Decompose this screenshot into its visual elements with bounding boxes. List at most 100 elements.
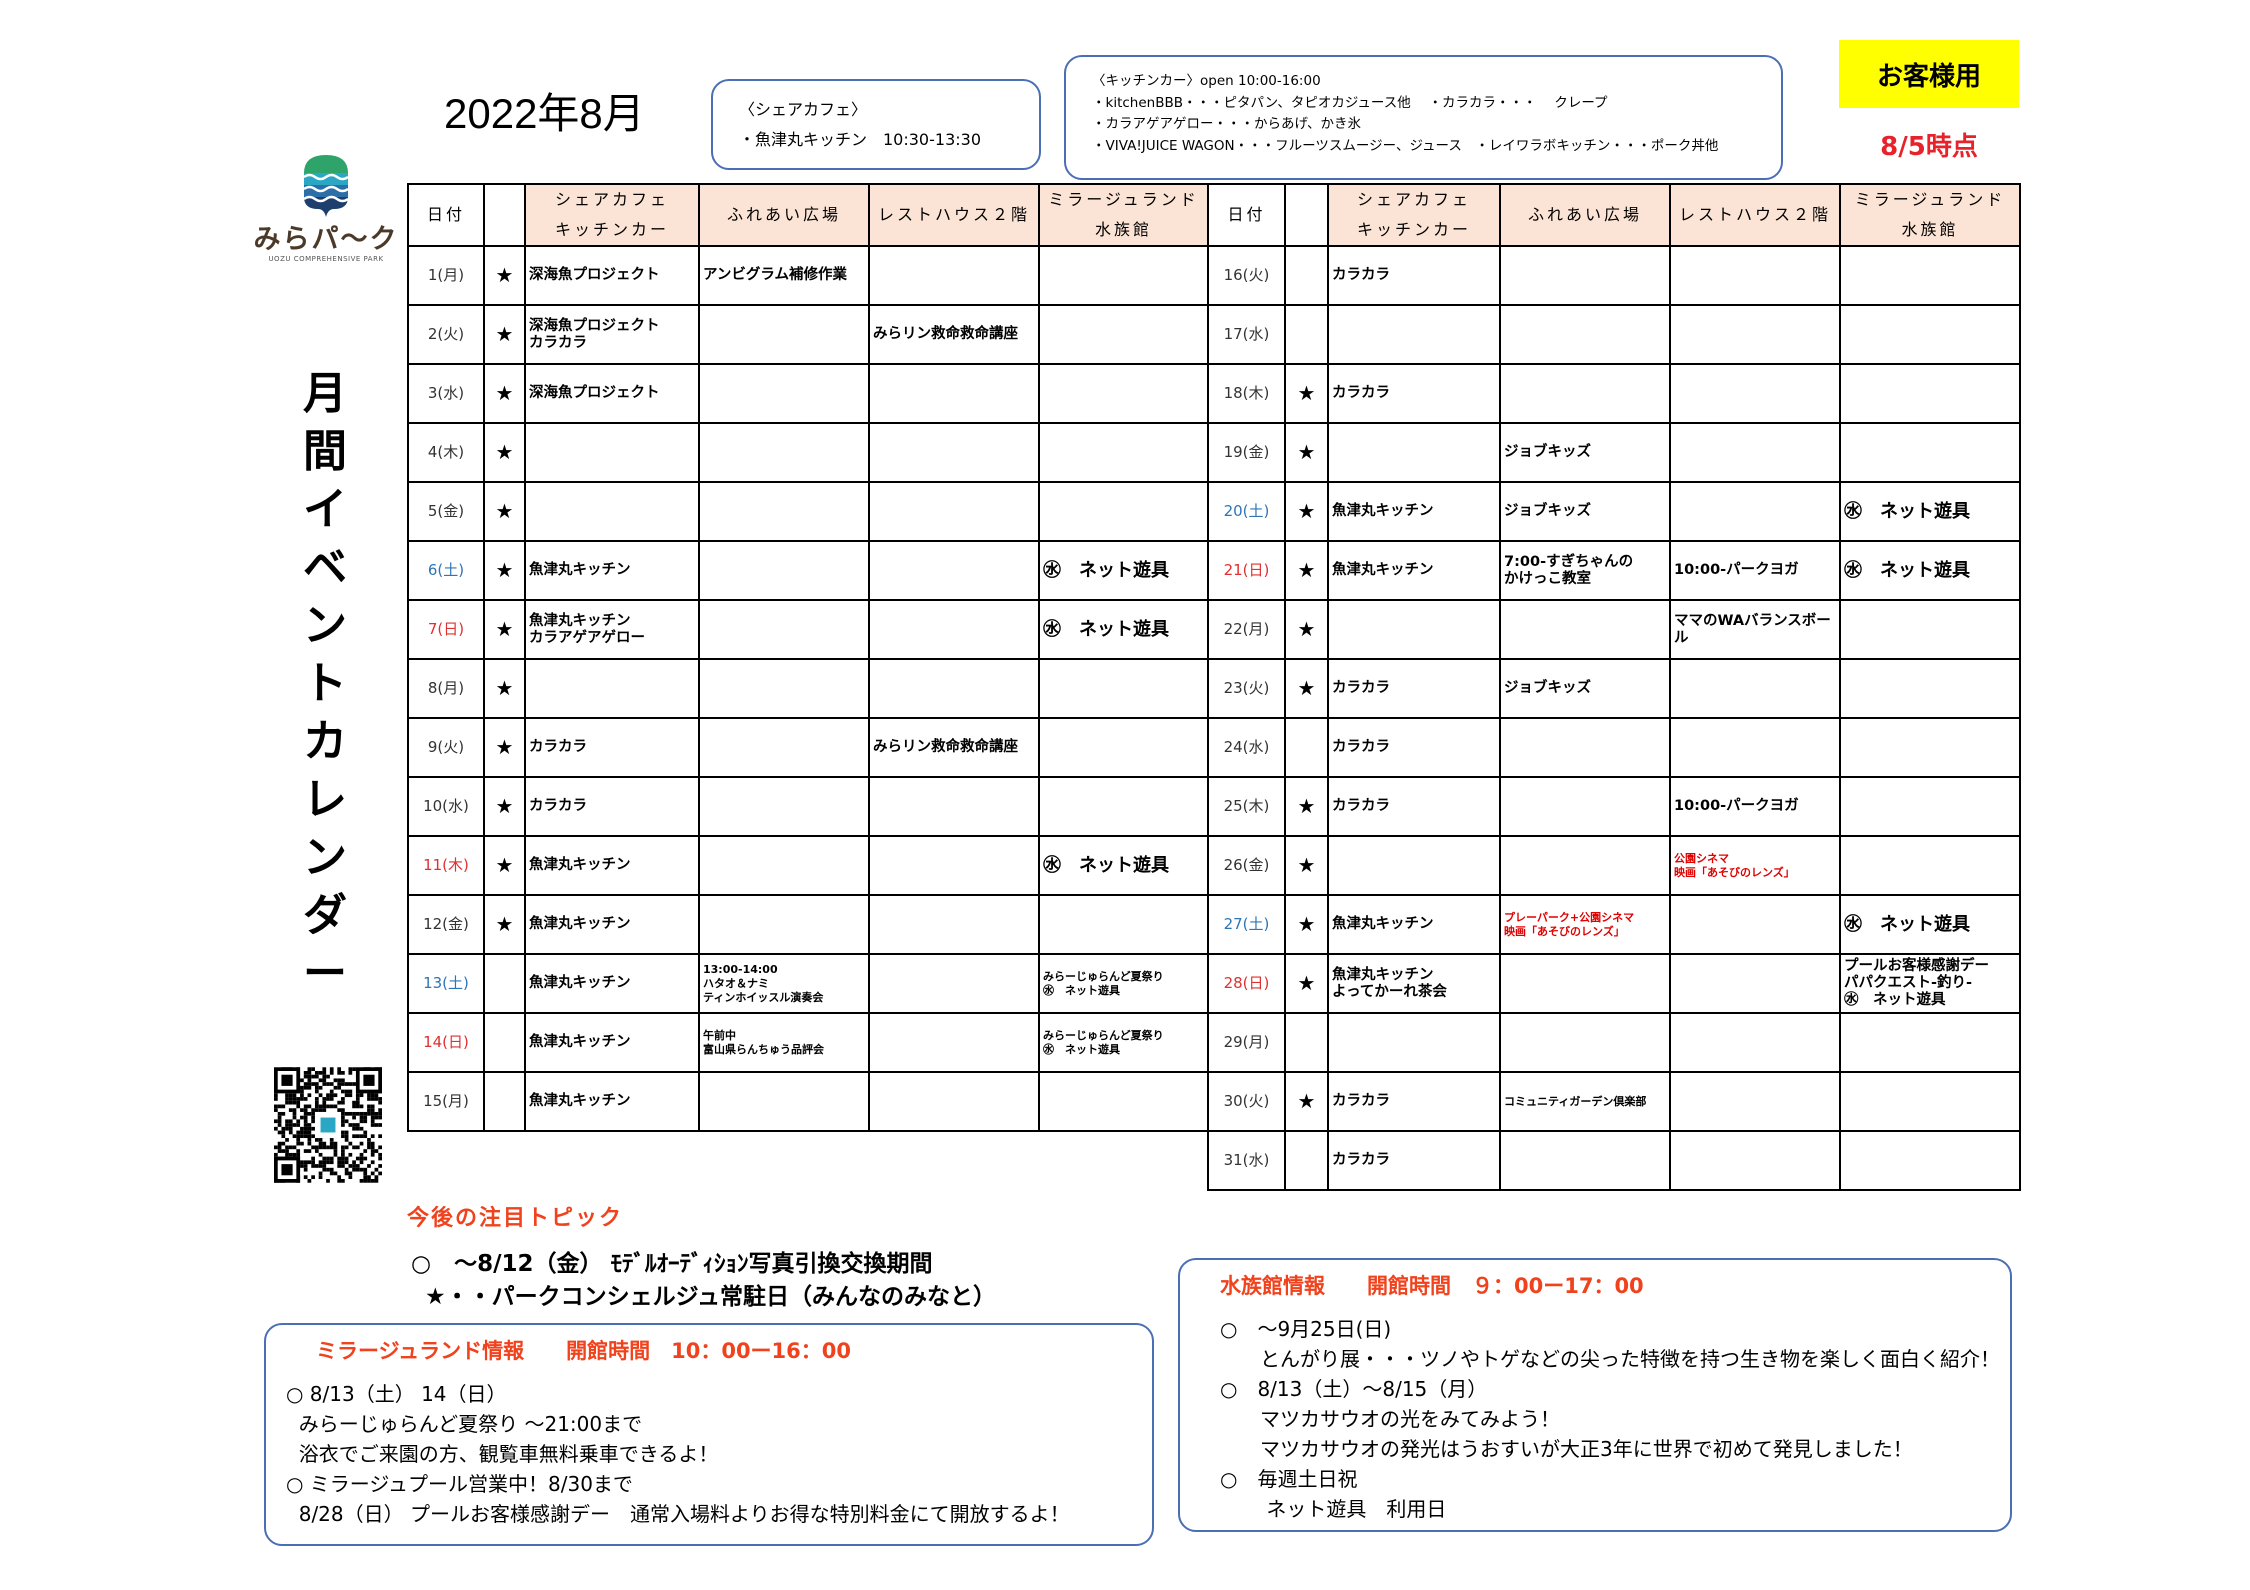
event-cell: [1839, 304, 2021, 365]
concierge-star-cell: [483, 1012, 526, 1073]
date-cell: 22(月): [1207, 599, 1286, 660]
calendar-row: 11(木) ★ 魚津丸キッチン ㊌ ネット遊具: [407, 835, 1209, 896]
event-cell: 魚津丸キッチン カラアゲアゲロー: [524, 599, 700, 660]
event-cell: [1669, 953, 1841, 1014]
event-cell: [1038, 776, 1209, 837]
calendar-row: 30(火) ★ カラカラ コミュニティガーデン倶楽部: [1207, 1071, 2021, 1132]
event-cell: みらーじゅらんど夏祭り ㊌ ネット遊具: [1038, 953, 1209, 1014]
aquarium-info-heading: 水族館情報 開館時間 ９：00ー17：00: [1220, 1274, 1644, 1298]
calendar-table-left: 日付 シェアカフェ キッチンカー ふれあい広場 レストハウス２階 ミラージュランド 水族…: [407, 183, 1209, 1132]
date-cell: 17(水): [1207, 304, 1286, 365]
event-cell: [1669, 1071, 1841, 1132]
column-header: 日付: [407, 183, 485, 247]
event-cell: 魚津丸キッチン: [1327, 894, 1501, 955]
calendar-row: 24(水) カラカラ: [1207, 717, 2021, 778]
date-cell: 8(月): [407, 658, 485, 719]
event-cell: [1839, 717, 2021, 778]
concierge-star-cell: [1284, 1130, 1329, 1191]
event-cell: [1839, 658, 2021, 719]
event-cell: [1669, 658, 1841, 719]
date-cell: 31(水): [1207, 1130, 1286, 1191]
event-cell: [1038, 658, 1209, 719]
calendar-row: 18(木) ★ カラカラ: [1207, 363, 2021, 424]
vertical-title-char: 間: [303, 426, 347, 477]
event-cell: [1038, 304, 1209, 365]
calendar-row: 19(金) ★ ジョブキッズ: [1207, 422, 2021, 483]
calendar-row: 12(金) ★ 魚津丸キッチン: [407, 894, 1209, 955]
calendar-row: 10(水) ★ カラカラ: [407, 776, 1209, 837]
concierge-star-cell: ★: [483, 835, 526, 896]
event-cell: [1038, 1071, 1209, 1132]
event-cell: [1327, 835, 1501, 896]
calendar-row: 31(水) カラカラ: [1207, 1130, 2021, 1191]
event-cell: カラカラ: [1327, 1071, 1501, 1132]
vertical-title: 月間イベントカレンダー: [300, 365, 350, 1003]
event-cell: カラカラ: [1327, 717, 1501, 778]
event-cell: カラカラ: [1327, 1130, 1501, 1191]
event-cell: [868, 953, 1040, 1014]
event-cell: 魚津丸キッチン: [524, 835, 700, 896]
calendar-row: 27(土) ★ 魚津丸キッチン プレーパーク+公園シネマ 映画「あそびのレンズ」 ㊌ ネ…: [1207, 894, 2021, 955]
event-cell: ジョブキッズ: [1499, 481, 1671, 542]
event-cell: カラカラ: [1327, 245, 1501, 306]
aquarium-info-line: マツカサウオの発光はうおすいが大正3年に世界で初めて発見しました！: [1220, 1437, 1913, 1461]
kitchen-car-line: ・カラアゲアゲロー・・・からあげ、かき氷: [1092, 116, 1362, 132]
event-cell: [1499, 953, 1671, 1014]
event-cell: [868, 245, 1040, 306]
calendar-table-right: 日付 シェアカフェ キッチンカー ふれあい広場 レストハウス２階 ミラージュランド 水族…: [1207, 183, 2021, 1191]
event-cell: [698, 658, 870, 719]
event-cell: [698, 1071, 870, 1132]
concierge-star-cell: ★: [1284, 894, 1329, 955]
event-cell: [698, 304, 870, 365]
kitchen-car-line: ・kitchenBBB・・・ピタパン、タピオカジュース他 ・カラカラ・・・ クレ…: [1092, 94, 1608, 111]
event-cell: 午前中 富山県らんちゅう品評会: [698, 1012, 870, 1073]
date-cell: 15(月): [407, 1071, 485, 1132]
event-cell: [1327, 599, 1501, 660]
date-cell: 11(木): [407, 835, 485, 896]
calendar-row: 23(火) ★ カラカラ ジョブキッズ: [1207, 658, 2021, 719]
calendar-row: 21(日) ★ 魚津丸キッチン 7:00-すぎちゃんの かけっこ教室 10:00-パーク…: [1207, 540, 2021, 601]
event-cell: [698, 422, 870, 483]
event-cell: [1499, 1012, 1671, 1073]
concierge-star-cell: ★: [483, 245, 526, 306]
event-cell: [868, 1071, 1040, 1132]
date-cell: 18(木): [1207, 363, 1286, 424]
event-cell: [1669, 1012, 1841, 1073]
vertical-title-char: ン: [303, 600, 347, 651]
event-cell: 公園シネマ 映画「あそびのレンズ」: [1669, 835, 1841, 896]
event-cell: [1327, 304, 1501, 365]
event-cell: みらリン救命救命講座: [868, 717, 1040, 778]
event-cell: [698, 481, 870, 542]
concierge-star-cell: ★: [483, 599, 526, 660]
event-cell: [1499, 717, 1671, 778]
date-cell: 1(月): [407, 245, 485, 306]
event-cell: [868, 422, 1040, 483]
date-cell: 2(火): [407, 304, 485, 365]
aquarium-info-box: 水族館情報 開館時間 ９：00ー17：00 ○ ～9月25日(日) とんがり展・…: [1178, 1258, 2012, 1532]
date-cell: 3(水): [407, 363, 485, 424]
vertical-title-char: ダ: [303, 890, 347, 941]
date-cell: 5(金): [407, 481, 485, 542]
date-cell: 19(金): [1207, 422, 1286, 483]
concierge-star-cell: ★: [1284, 1071, 1329, 1132]
event-cell: 10:00-パークヨガ: [1669, 776, 1841, 837]
concierge-star-cell: [1284, 304, 1329, 365]
qr-code-icon: [274, 1067, 382, 1183]
event-cell: [1669, 422, 1841, 483]
logo-subtext: UOZU COMPREHENSIVE PARK: [268, 255, 384, 263]
date-cell: 21(日): [1207, 540, 1286, 601]
logo-emblem-icon: [303, 155, 349, 217]
event-cell: カラカラ: [524, 776, 700, 837]
mirage-info-line: 浴衣でご来園の方、観覧車無料乗車できるよ！: [286, 1442, 719, 1466]
event-cell: ママのWAバランスボール: [1669, 599, 1841, 660]
date-cell: 4(木): [407, 422, 485, 483]
concierge-star-cell: ★: [1284, 363, 1329, 424]
event-cell: 魚津丸キッチン: [524, 894, 700, 955]
event-cell: [1499, 835, 1671, 896]
vertical-title-char: ベ: [303, 542, 347, 593]
event-cell: [1038, 717, 1209, 778]
event-cell: [1327, 1012, 1501, 1073]
date-cell: 10(水): [407, 776, 485, 837]
concierge-star-cell: ★: [483, 304, 526, 365]
event-cell: 13:00-14:00 ハタオ＆ナミ ティンホイッスル演奏会: [698, 953, 870, 1014]
